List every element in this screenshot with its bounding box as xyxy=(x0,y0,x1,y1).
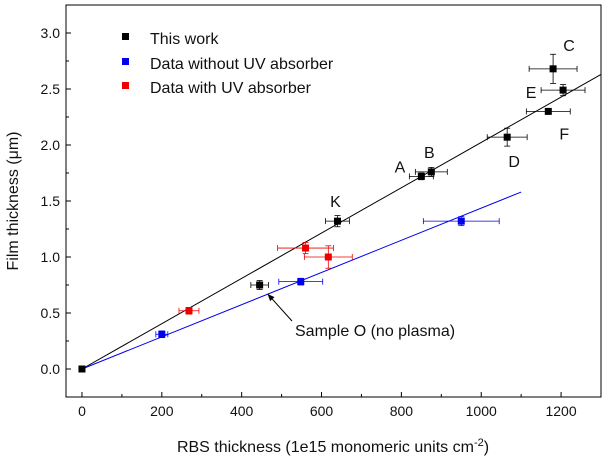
x-tick-label: 200 xyxy=(150,403,174,419)
y-tick-label: 0.5 xyxy=(41,305,61,321)
y-axis-label: Film thickness (μm) xyxy=(5,132,22,271)
x-tick-label: 1000 xyxy=(466,403,497,419)
y-tick-label: 1.5 xyxy=(41,193,61,209)
x-tick-label: 400 xyxy=(230,403,254,419)
data-point-s2-p2 xyxy=(324,253,332,261)
legend-marker-with-uv xyxy=(122,82,129,89)
legend-label-without-uv: Data without UV absorber xyxy=(150,56,334,73)
annotation-text: Sample O (no plasma) xyxy=(295,323,455,340)
y-tick-label: 1.0 xyxy=(41,249,61,265)
legend-marker-this-work xyxy=(122,33,129,40)
data-point-s0-p8 xyxy=(559,86,567,94)
data-point-s0-p5 xyxy=(503,133,511,141)
legend-marker-without-uv xyxy=(122,58,129,65)
point-label-K: K xyxy=(330,194,341,211)
legend-label-this-work: This work xyxy=(150,31,219,48)
data-point-s0-p2 xyxy=(333,217,341,225)
point-labels: K A B D F C E xyxy=(330,38,575,211)
fit-line-0 xyxy=(81,74,602,370)
x-axis-label: RBS thickness (1e15 monomeric units cm-2… xyxy=(177,437,489,456)
data-point-s1-p1 xyxy=(297,278,305,286)
legend: This work Data without UV absorber Data … xyxy=(122,31,334,97)
x-ticks: 0 200 400 600 800 1000 1200 xyxy=(78,392,602,419)
y-tick-label: 0.0 xyxy=(41,361,61,377)
x-tick-label: 0 xyxy=(78,403,86,419)
y-tick-label: 2.0 xyxy=(41,137,61,153)
data-point-s2-p0 xyxy=(185,307,193,315)
point-label-F: F xyxy=(559,126,569,143)
point-label-E: E xyxy=(526,85,537,102)
data-point-s0-p3 xyxy=(417,172,425,180)
x-axis-label-superscript: -2 xyxy=(474,437,484,449)
point-label-A: A xyxy=(395,159,406,176)
data-points xyxy=(78,65,567,373)
x-axis-label-end: ) xyxy=(484,439,489,456)
y-ticks: 0.0 0.5 1.0 1.5 2.0 2.5 3.0 xyxy=(41,25,71,377)
point-label-B: B xyxy=(424,145,435,162)
data-point-s1-p2 xyxy=(457,217,465,225)
legend-label-with-uv: Data with UV absorber xyxy=(150,80,312,97)
data-point-s0-p6 xyxy=(544,107,552,115)
data-point-s2-p1 xyxy=(302,244,310,252)
data-point-s1-p0 xyxy=(158,330,166,338)
y-tick-label: 3.0 xyxy=(41,25,61,41)
y-tick-label: 2.5 xyxy=(41,81,61,97)
data-point-s0-p0 xyxy=(78,365,86,373)
x-tick-label: 600 xyxy=(310,403,334,419)
x-axis-label-main: RBS thickness (1e15 monomeric units cm xyxy=(177,439,474,456)
annotation: Sample O (no plasma) xyxy=(267,293,455,340)
data-point-s0-p1 xyxy=(256,281,264,289)
data-point-s0-p7 xyxy=(549,65,557,73)
point-label-C: C xyxy=(563,38,575,55)
x-tick-label: 800 xyxy=(390,403,414,419)
x-tick-label: 1200 xyxy=(545,403,576,419)
point-label-D: D xyxy=(508,154,520,171)
annotation-arrowhead xyxy=(267,293,275,302)
data-point-s0-p4 xyxy=(427,168,435,176)
